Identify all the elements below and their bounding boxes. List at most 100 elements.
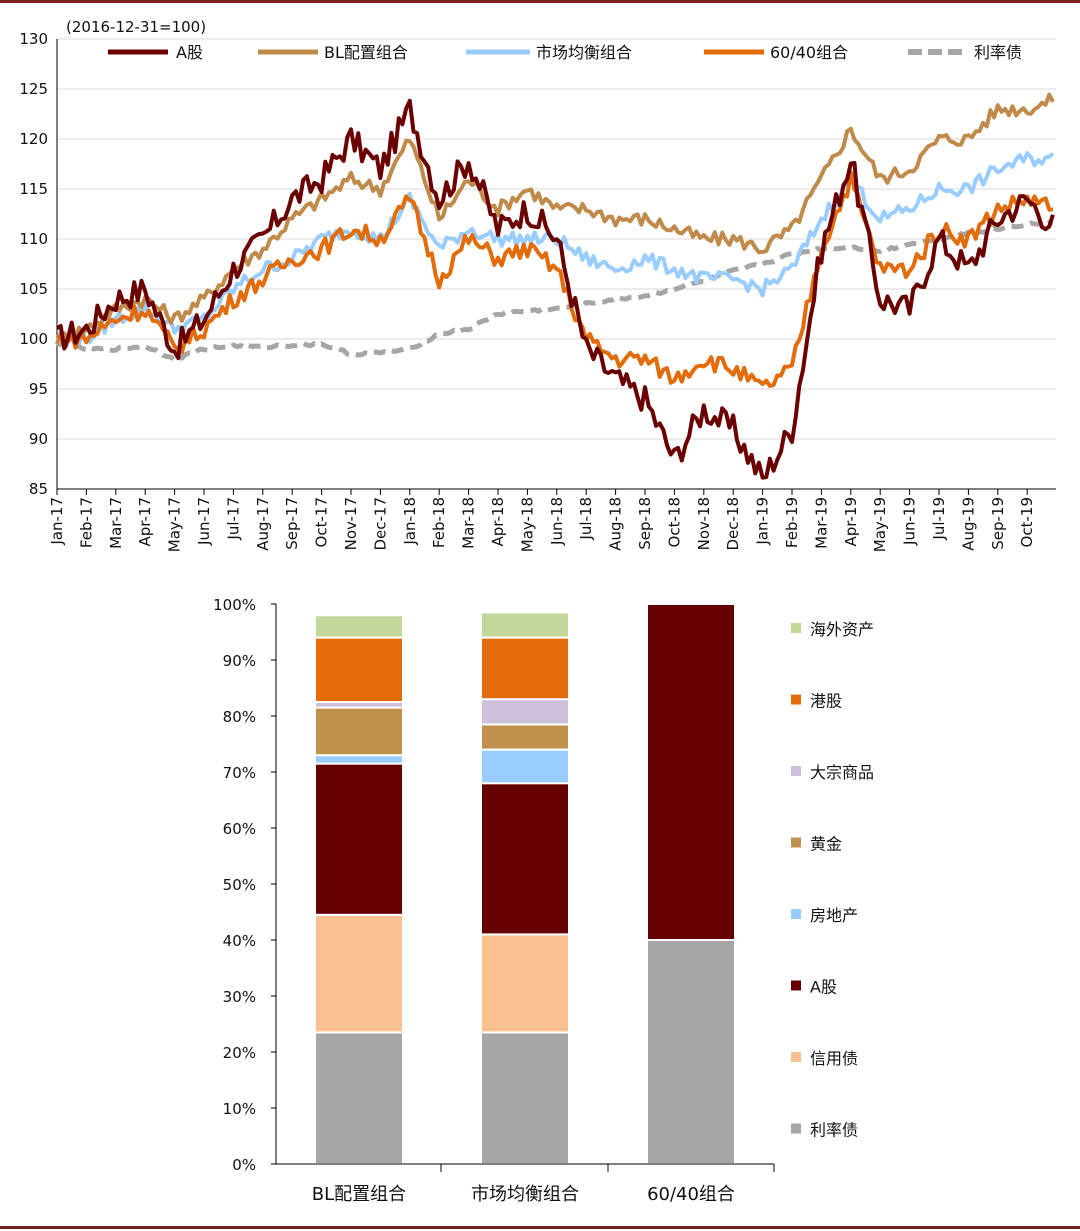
x-tick-label: Nov-17 [342, 497, 360, 550]
bar-segment [480, 611, 570, 639]
legend-label: A股 [176, 43, 203, 62]
top-border [0, 0, 1080, 3]
bar-segment [480, 782, 570, 936]
legend-swatch [791, 837, 801, 848]
x-tick-label: Mar-17 [107, 497, 125, 549]
series-line-4 [56, 220, 1054, 363]
y-tick-label: 70% [223, 764, 256, 782]
x-tick-label: Mar-18 [460, 497, 478, 549]
legend-swatch [791, 1123, 801, 1134]
x-tick-label: Sep-19 [989, 497, 1007, 550]
bar-segment [480, 748, 570, 785]
y-tick-label: 115 [19, 180, 48, 198]
legend-swatch [791, 1052, 801, 1062]
x-tick-label: Oct-17 [313, 497, 331, 547]
bar-segment [314, 1031, 404, 1166]
legend-label: 利率债 [810, 1121, 858, 1140]
bar-segment [480, 1031, 570, 1166]
bar-chart-bars [314, 603, 736, 1166]
line-chart-base-note: (2016-12-31=100) [66, 18, 206, 36]
legend-label: A股 [810, 978, 837, 997]
y-tick-label: 85 [29, 480, 48, 498]
legend-label: 利率债 [974, 43, 1022, 62]
bar-segment [480, 636, 570, 701]
bar-segment [314, 636, 404, 703]
line-chart-legend: A股 BL配置组合 市场均衡组合 60/40组合 利率债 [108, 43, 1022, 62]
x-tick-label: Aug-19 [959, 497, 977, 551]
category-label: 60/40组合 [647, 1184, 735, 1205]
legend-swatch [791, 766, 801, 776]
legend-label: 市场均衡组合 [536, 43, 632, 62]
y-tick-label: 95 [29, 380, 48, 398]
x-tick-label: Aug-17 [254, 497, 272, 551]
x-tick-label: Jan-19 [754, 497, 772, 546]
legend-label: 60/40组合 [770, 43, 848, 62]
x-tick-label: Mar-19 [812, 497, 830, 549]
x-tick-label: Jul-18 [577, 497, 595, 541]
x-tick-label: Jan-18 [401, 497, 419, 546]
legend-label: 黄金 [810, 835, 842, 854]
category-label: 市场均衡组合 [471, 1184, 579, 1205]
legend-label: 大宗商品 [810, 763, 874, 782]
x-tick-label: Jul-19 [930, 497, 948, 541]
x-tick-label: May-19 [871, 497, 889, 552]
bar-segment [314, 762, 404, 916]
x-tick-label: Jun-18 [548, 497, 566, 546]
x-tick-label: Dec-18 [724, 497, 742, 551]
legend-swatch [791, 623, 801, 633]
x-tick-label: Sep-18 [636, 497, 654, 550]
x-tick-label: Oct-19 [1018, 497, 1036, 547]
x-tick-label: Apr-18 [489, 497, 507, 547]
x-tick-label: Oct-18 [665, 497, 683, 547]
line-chart-series [55, 92, 1055, 480]
y-tick-label: 60% [223, 820, 256, 838]
x-tick-label: Feb-18 [430, 497, 448, 548]
bar-segment [646, 939, 736, 1165]
y-tick-label: 10% [223, 1100, 256, 1118]
y-tick-label: 125 [19, 80, 48, 98]
x-tick-label: May-17 [166, 497, 184, 552]
x-tick-label: Apr-19 [842, 497, 860, 547]
legend-swatch [791, 980, 801, 991]
bar-segment [314, 754, 404, 765]
y-tick-label: 30% [223, 988, 256, 1006]
bar-segment [480, 933, 570, 1034]
y-tick-label: 100 [19, 330, 48, 348]
bar-segment [314, 706, 404, 757]
x-tick-label: Nov-18 [695, 497, 713, 550]
y-tick-label: 100% [213, 596, 256, 614]
legend-swatch [791, 909, 801, 919]
bar-segment [314, 913, 404, 1034]
bottom-border [0, 1226, 1080, 1229]
y-tick-label: 0% [232, 1156, 256, 1174]
legend-label: BL配置组合 [324, 43, 408, 62]
legend-swatch [791, 694, 801, 705]
x-tick-label: Apr-17 [136, 497, 154, 547]
y-tick-label: 40% [223, 932, 256, 950]
legend-label: 信用债 [810, 1049, 858, 1068]
y-tick-label: 90% [223, 652, 256, 670]
legend-label: 海外资产 [810, 620, 874, 639]
legend-label: 港股 [810, 692, 842, 711]
bar-segment [480, 698, 570, 726]
y-tick-label: 90 [29, 430, 48, 448]
series-line-0 [56, 98, 1055, 480]
x-tick-label: Sep-17 [283, 497, 301, 550]
y-tick-label: 120 [19, 130, 48, 148]
x-tick-label: May-18 [518, 497, 536, 552]
y-tick-label: 105 [19, 280, 48, 298]
x-tick-label: Jul-17 [224, 497, 242, 541]
y-tick-label: 20% [223, 1044, 256, 1062]
x-tick-label: Jun-19 [901, 497, 919, 546]
category-label: BL配置组合 [312, 1184, 406, 1205]
legend-label: 房地产 [810, 906, 858, 925]
y-tick-label: 50% [223, 876, 256, 894]
bar-segment [480, 723, 570, 751]
bar-chart-x-axis: BL配置组合 市场均衡组合 60/40组合 [276, 1163, 775, 1205]
y-tick-label: 130 [19, 30, 48, 48]
line-chart-x-axis: Jan-17 Feb-17 Mar-17 Apr-17 May-17 Jun-17 Jul-… [48, 488, 1056, 552]
x-tick-label: Feb-19 [783, 497, 801, 548]
line-chart-y-axis: 85 90 95 100 105 110 115 120 125 130 [19, 30, 58, 498]
